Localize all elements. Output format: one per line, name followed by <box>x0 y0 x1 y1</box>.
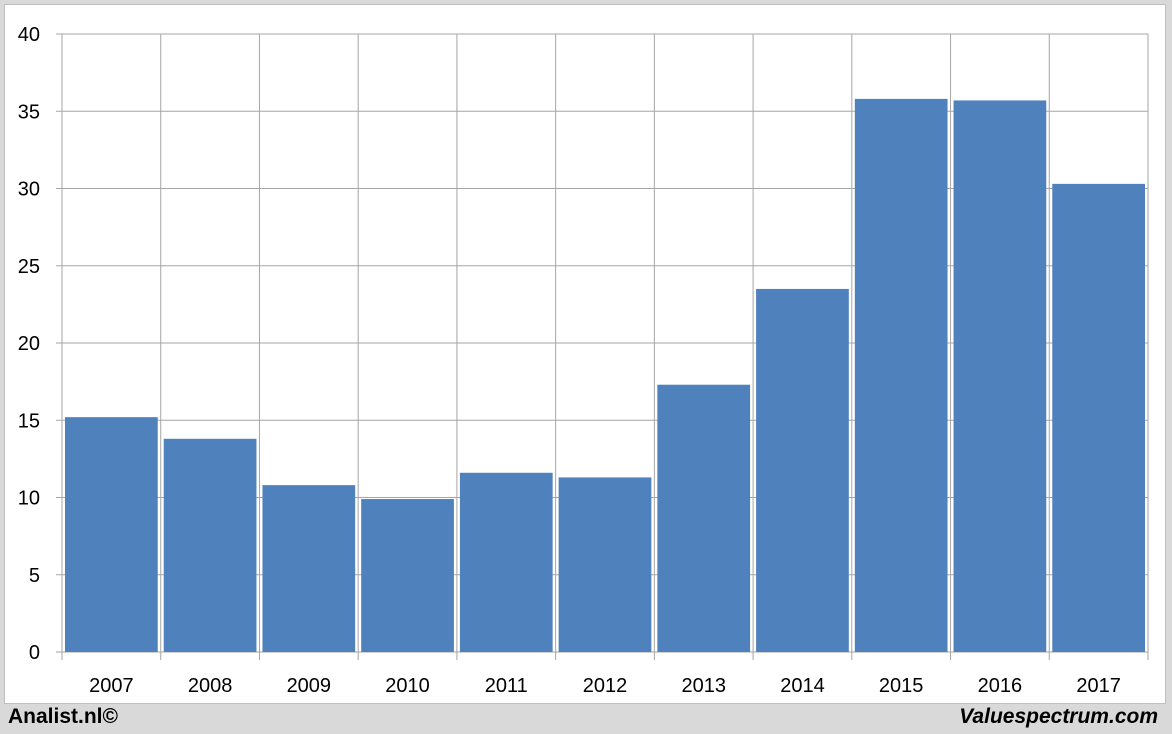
x-tick-label: 2008 <box>188 675 233 697</box>
bar-2007 <box>65 417 158 652</box>
bar-2010 <box>361 499 454 652</box>
x-tick-label: 2013 <box>681 675 726 697</box>
bar-2013 <box>657 384 751 652</box>
bar-2008 <box>163 438 257 652</box>
bar-2011 <box>459 472 553 652</box>
y-tick-label: 15 <box>18 410 40 432</box>
x-tick-label: 2012 <box>583 675 628 697</box>
bar-2015 <box>854 98 948 652</box>
y-tick-label: 5 <box>29 565 40 587</box>
bar-2016 <box>953 100 1047 652</box>
source-credit-left: Analist.nl© <box>8 705 118 728</box>
y-tick-label: 30 <box>18 179 40 201</box>
y-tick-label: 35 <box>18 101 40 123</box>
x-tick-label: 2007 <box>89 675 134 697</box>
y-tick-label: 40 <box>18 24 40 46</box>
x-tick-label: 2014 <box>780 675 825 697</box>
bar-2014 <box>756 288 849 652</box>
y-tick-label: 0 <box>29 642 40 664</box>
y-tick-label: 25 <box>18 256 40 278</box>
y-tick-label: 20 <box>18 333 40 355</box>
x-tick-label: 2016 <box>978 675 1023 697</box>
x-tick-label: 2015 <box>879 675 924 697</box>
bar-2017 <box>1052 183 1145 653</box>
bar-2009 <box>262 485 356 652</box>
y-tick-label: 10 <box>18 488 40 510</box>
source-credit-right: Valuespectrum.com <box>959 705 1158 728</box>
x-tick-label: 2011 <box>485 675 528 697</box>
bar-2012 <box>558 477 652 652</box>
x-tick-label: 2017 <box>1076 675 1121 697</box>
x-tick-label: 2010 <box>385 675 430 697</box>
x-tick-label: 2009 <box>287 675 332 697</box>
